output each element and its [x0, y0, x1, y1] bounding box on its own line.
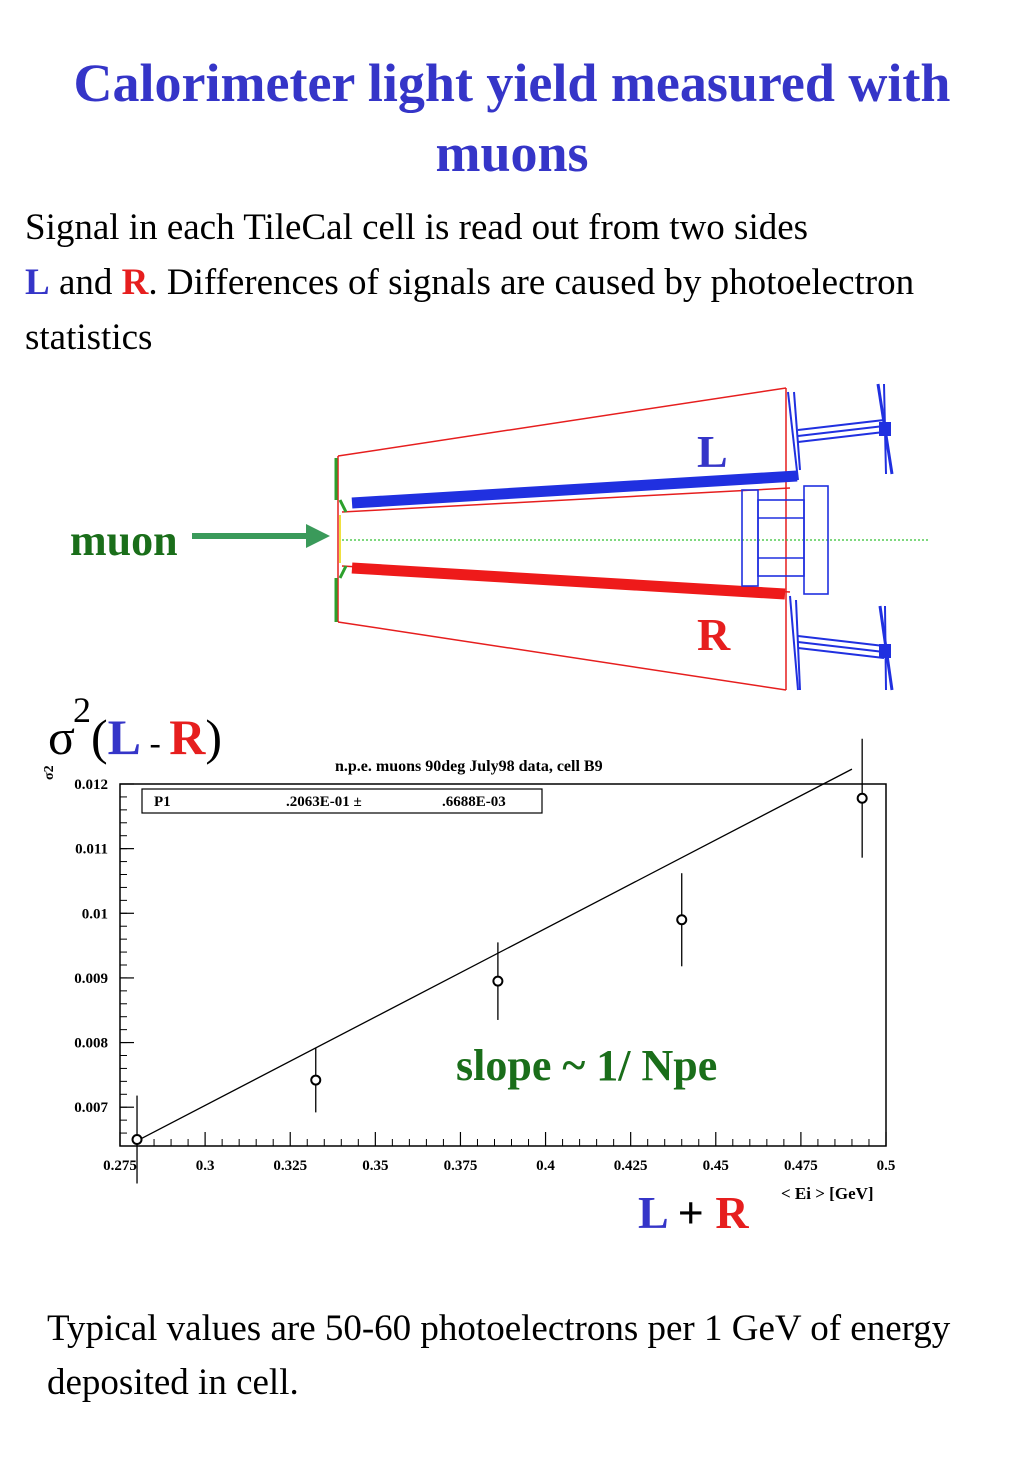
plot-frame — [119, 783, 887, 1147]
sigma-symbol: σ — [48, 709, 75, 765]
x-sum-plus: + — [666, 1187, 716, 1238]
muon-arrow — [192, 524, 330, 548]
data-point — [131, 1134, 143, 1146]
y-tick-label: 0.011 — [75, 842, 108, 858]
x-tick-label: 0.325 — [273, 1158, 307, 1174]
y-ticks: 0.007 0.008 0.009 0.01 0.011 0.012 — [74, 777, 134, 1147]
x-tick-label: 0.475 — [784, 1158, 818, 1174]
fit-box: P1 .2063E-01 ± .6688E-03 — [141, 788, 543, 814]
label-R: R — [697, 609, 731, 660]
fiber-R — [351, 562, 786, 600]
fit-param: P1 — [154, 794, 171, 810]
x-sum-L: L — [638, 1187, 667, 1238]
x-sum-R: R — [715, 1187, 749, 1238]
sigma-close: ) — [205, 709, 223, 765]
x-sum-label: L + R — [638, 1186, 749, 1239]
x-tick-label: 0.45 — [703, 1158, 729, 1174]
fit-line — [136, 768, 853, 1142]
y-tick-label: 0.01 — [82, 906, 108, 922]
x-ticks: 0.275 0.3 0.325 0.35 0.375 0.4 0.425 0.45 0.475 0… — [103, 1132, 895, 1174]
y-tick-label: 0.012 — [74, 777, 108, 793]
sigma-label: σ2(L - R) — [48, 680, 222, 774]
intro-line1: Signal in each TileCal cell is read out … — [25, 207, 809, 248]
data-point — [310, 1074, 322, 1086]
data-point — [856, 792, 868, 804]
sigma-power: 2 — [72, 690, 91, 730]
fit-value: .2063E-01 ± — [286, 794, 362, 810]
x-tick-label: 0.275 — [103, 1158, 137, 1174]
plot-title: n.p.e. muons 90deg July98 data, cell B9 — [335, 758, 603, 775]
sigma-open: ( — [90, 709, 108, 765]
pmt-top — [787, 383, 894, 481]
slope-note: slope ~ 1/ Npe — [456, 1041, 718, 1090]
y-tick-label: 0.008 — [74, 1036, 108, 1052]
cell-diagram — [192, 383, 930, 691]
fiber-L — [351, 470, 798, 509]
x-tick-label: 0.375 — [444, 1158, 478, 1174]
y-tick-label: 0.009 — [74, 971, 108, 987]
intro-L: L — [25, 262, 50, 303]
x-tick-label: 0.3 — [196, 1158, 215, 1174]
x-tick-label: 0.425 — [614, 1158, 648, 1174]
data-points — [131, 738, 868, 1184]
intro-R: R — [121, 262, 149, 303]
pmt-block — [741, 485, 829, 595]
fit-line-group — [136, 768, 853, 1142]
muon-label: muon — [70, 516, 178, 565]
x-tick-label: 0.5 — [877, 1158, 896, 1174]
label-L: L — [697, 426, 728, 477]
x-tick-label: 0.4 — [536, 1158, 555, 1174]
sigma-R: R — [169, 709, 206, 765]
x-tick-label: 0.35 — [362, 1158, 388, 1174]
intro-and: and — [49, 262, 122, 303]
outro-paragraph: Typical values are 50-60 photoelectrons … — [47, 1308, 951, 1403]
intro-paragraph: Signal in each TileCal cell is read out … — [25, 200, 1005, 365]
pmt-bottom — [789, 595, 894, 691]
x-axis-unit: < Ei > [GeV] — [781, 1184, 874, 1203]
page-title: Calorimeter light yield measured with mu… — [73, 53, 951, 183]
data-point — [492, 975, 504, 987]
sigma-minus: - — [140, 725, 170, 762]
data-point — [676, 914, 688, 926]
y-tick-label: 0.007 — [74, 1100, 108, 1116]
sigma-L: L — [107, 709, 141, 765]
front-edge — [334, 458, 348, 622]
intro-rest: . Differences of signals are caused by p… — [25, 262, 915, 358]
fit-error: .6688E-03 — [442, 794, 506, 810]
